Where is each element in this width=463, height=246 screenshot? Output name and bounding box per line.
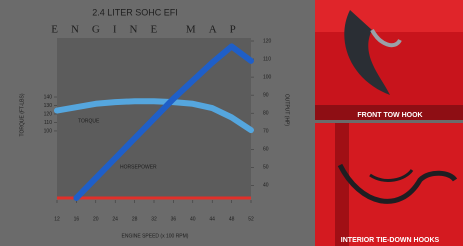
y-axis-label: TORQUE (FT-LBS) bbox=[19, 93, 25, 136]
chart-subtitle: ENGINE MAP bbox=[51, 24, 249, 36]
y2-tick-label: 60 bbox=[263, 147, 269, 153]
y-tick-label: 100 bbox=[44, 128, 53, 134]
y2-tick-label: 70 bbox=[263, 129, 269, 135]
x-tick-label: 12 bbox=[54, 216, 60, 222]
x-tick-label: 20 bbox=[93, 216, 99, 222]
x-tick-label: 48 bbox=[229, 216, 235, 222]
x-tick-label: 16 bbox=[74, 216, 80, 222]
y-tick-label: 140 bbox=[44, 94, 53, 100]
y2-tick-label: 40 bbox=[263, 183, 269, 189]
y2-tick-label: 120 bbox=[263, 38, 272, 44]
y2-axis-label: OUTPUT (HP) bbox=[284, 94, 290, 126]
x-tick-label: 40 bbox=[190, 216, 196, 222]
brochure: 2.4 LITER SOHC EFI ENGINE MAP ENGINE SPE… bbox=[0, 0, 463, 246]
x-axis-label: ENGINE SPEED (x 100 RPM) bbox=[122, 233, 189, 239]
y2-tick-label: 80 bbox=[263, 111, 269, 117]
photo-caption: FRONT TOW HOOK bbox=[357, 112, 422, 119]
y2-tick-label: 110 bbox=[263, 56, 271, 62]
x-tick-label: 32 bbox=[151, 216, 157, 222]
photo-top: FRONT TOW HOOK bbox=[315, 0, 463, 120]
series-label: TORQUE bbox=[78, 118, 100, 124]
x-tick-label: 24 bbox=[112, 216, 118, 222]
chart-title: 2.4 LITER SOHC EFI bbox=[92, 7, 178, 17]
y-tick-label: 130 bbox=[44, 103, 53, 109]
bumper bbox=[315, 0, 463, 32]
page: {"chart_data": {"type": "line", "title":… bbox=[0, 0, 463, 246]
x-tick-label: 28 bbox=[132, 216, 138, 222]
series-label: HORSEPOWER bbox=[120, 164, 157, 170]
x-tick-label: 52 bbox=[248, 216, 254, 222]
y-tick-label: 120 bbox=[44, 111, 53, 117]
photo-caption: INTERIOR TIE-DOWN HOOKS bbox=[341, 237, 440, 244]
y2-tick-label: 100 bbox=[263, 74, 272, 80]
y2-tick-label: 50 bbox=[263, 165, 269, 171]
y2-tick-label: 90 bbox=[263, 92, 269, 98]
photo-bottom: INTERIOR TIE-DOWN HOOKS bbox=[315, 123, 463, 246]
x-tick-label: 36 bbox=[171, 216, 177, 222]
x-tick-label: 44 bbox=[209, 216, 215, 222]
panel bbox=[335, 123, 349, 246]
y-tick-label: 110 bbox=[44, 120, 52, 126]
